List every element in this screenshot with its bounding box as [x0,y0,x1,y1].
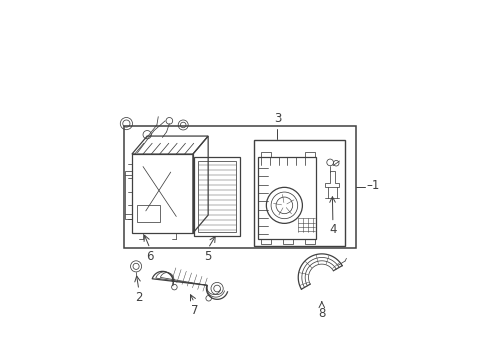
Bar [258,157,316,239]
Bar [305,152,315,157]
Bar [123,126,356,248]
Bar [305,239,315,244]
Bar [198,161,236,232]
Text: 5: 5 [204,250,212,263]
Bar [254,140,345,246]
Text: –1: –1 [366,179,380,193]
Bar [261,239,270,244]
Text: 2: 2 [135,291,143,304]
Text: 8: 8 [318,307,325,320]
Bar [283,239,293,244]
Bar [125,171,132,219]
Bar [261,152,270,157]
Text: 3: 3 [274,112,281,125]
Text: 4: 4 [329,223,337,237]
Bar [195,157,240,236]
Text: 7: 7 [191,304,198,317]
Bar [132,154,193,233]
Text: 6: 6 [146,250,154,263]
